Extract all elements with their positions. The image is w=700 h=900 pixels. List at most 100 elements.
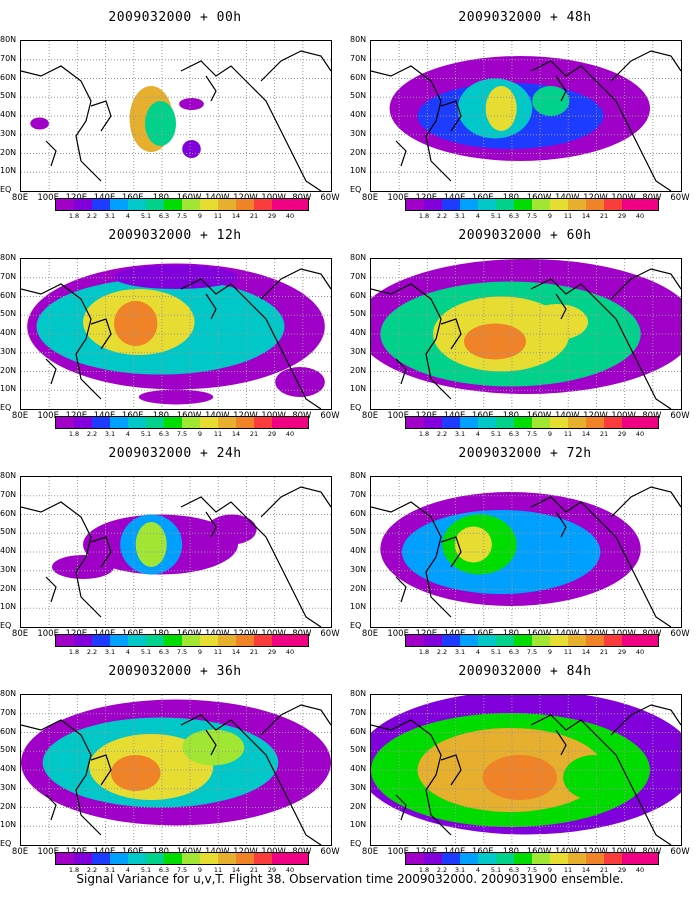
colorbar-label: 14 [231,430,241,438]
colorbar-segment [568,199,586,210]
variance-region [114,301,158,346]
x-tick-label: 80E [361,411,379,421]
y-tick-label: 50N [0,309,17,319]
y-tick-label: 10N [0,384,17,394]
colorbar-segment [568,635,586,646]
colorbar-segment [604,853,622,864]
colorbar-label: 11 [213,430,223,438]
map-panel: 2009032000 + 36h EQ 10N 20N 30N 40N 50N 60N 70N 8… [0,654,350,879]
colorbar-segment [532,853,550,864]
y-tick-label: 40N [350,328,367,337]
panel-title: 2009032000 + 48h [458,10,592,25]
y-tick-label: 80N [0,35,17,44]
colorbar-label: 7.5 [526,648,538,656]
variance-region [110,755,161,791]
colorbar-label: 3.1 [454,866,466,874]
y-tick-label: 20N [350,365,367,375]
x-tick-label: 60W [670,193,690,203]
variance-region [138,389,214,405]
colorbar-label: 29 [267,866,277,874]
map-panel: 2009032000 + 84h EQ 10N 20N 30N 40N 50N 60N 70N 8… [350,654,700,879]
colorbar-segment [514,199,532,210]
colorbar-segment [146,199,164,210]
y-tick-label: 60N [350,72,367,82]
colorbar-segment [272,853,290,864]
colorbar-segment [272,417,290,428]
colorbar-segment [254,199,272,210]
colorbar-segment [164,417,182,428]
colorbar-segment [478,417,496,428]
colorbar-label: 11 [213,212,223,220]
y-tick-label: 50N [0,91,17,101]
variance-region [464,323,526,360]
variance-region [482,755,557,800]
colorbar-segment [640,199,658,210]
colorbar [405,852,659,865]
x-tick-label: 100E [387,193,409,203]
colorbar-segment [424,417,442,428]
y-tick-label: 60N [350,508,367,518]
colorbar [405,198,659,211]
colorbar-segment [236,199,254,210]
coastline [21,486,331,627]
y-tick-label: EQ [0,403,12,412]
colorbar-segment [74,417,92,428]
colorbar-label: 40 [285,212,295,220]
colorbar-segment [290,417,308,428]
colorbar-segment [218,853,236,864]
colorbar-segment [236,635,254,646]
x-tick-label: 80E [11,629,29,639]
colorbar-label: 2.2 [436,430,448,438]
colorbar-segment [514,417,532,428]
y-tick-label: 20N [0,147,17,157]
colorbar-segment [568,853,586,864]
y-tick-label: 40N [0,328,17,337]
colorbar-segment [406,635,424,646]
map-svg [371,41,681,191]
colorbar-label: 40 [285,430,295,438]
coastline [21,704,331,845]
y-tick-label: 10N [0,602,17,612]
y-tick-label: 80N [350,471,367,480]
colorbar-segment [496,635,514,646]
colorbar-label: 9 [547,212,553,220]
map-panel: 2009032000 + 00h EQ 10N 20N 30N 40N 50N 60N 70N 8… [0,0,350,225]
map-panel: 2009032000 + 12h EQ 10N 20N 30N 40N 50N 60N 70N 8… [0,218,350,443]
colorbar-segment [290,199,308,210]
colorbar-segment [254,853,272,864]
colorbar-segment [622,635,640,646]
y-tick-label: 20N [350,583,367,593]
colorbar-label: 21 [599,430,609,438]
colorbar-segment [56,635,74,646]
y-tick-label: 50N [0,527,17,537]
y-tick-label: 60N [350,290,367,300]
colorbar-label: 5.1 [490,866,502,874]
colorbar-segment [110,199,128,210]
y-tick-label: 80N [350,689,367,698]
colorbar-segment [218,635,236,646]
colorbar-segment [460,199,478,210]
variance-region [275,367,325,397]
colorbar-label: 11 [563,212,573,220]
colorbar-label: 9 [197,648,203,656]
y-tick-label: 20N [350,801,367,811]
colorbar-label: 6.3 [508,866,520,874]
colorbar-label: 6.3 [158,212,170,220]
colorbar-segment [514,853,532,864]
colorbar-label: 4 [125,648,131,656]
colorbar-label: 29 [617,866,627,874]
coastline [371,268,681,409]
colorbar-segment [532,417,550,428]
y-tick-label: 80N [0,689,17,698]
colorbar-label: 1.8 [68,648,80,656]
y-tick-label: 50N [350,527,367,537]
x-tick-label: 60W [670,847,690,857]
y-tick-label: 30N [350,128,367,138]
colorbar-label: 9 [197,212,203,220]
colorbar-segment [550,199,568,210]
variance-region [563,755,626,800]
colorbar-segment [622,853,640,864]
colorbar-label: 7.5 [176,866,188,874]
colorbar-segment [200,417,218,428]
colorbar [405,634,659,647]
